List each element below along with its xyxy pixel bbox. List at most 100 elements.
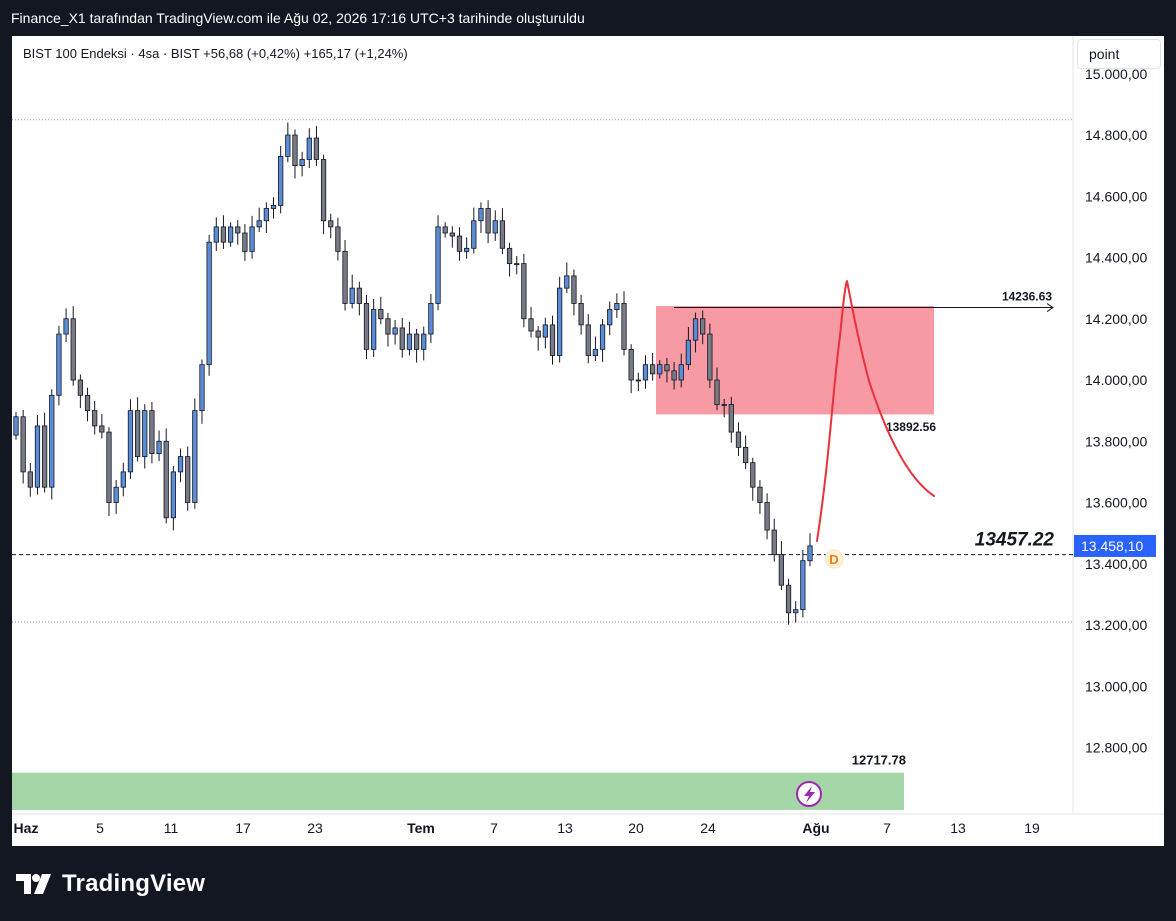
time-tick-label: 20	[628, 820, 644, 836]
candle-down	[149, 410, 155, 454]
candle-down	[578, 303, 584, 326]
time-tick-label: 11	[164, 820, 179, 836]
arrow-head	[1046, 303, 1054, 312]
candle-up	[592, 348, 599, 356]
candle-down	[356, 287, 362, 304]
price-tick-label: 13.200,00	[1085, 617, 1147, 633]
candle-down	[378, 309, 384, 320]
candle-up	[614, 303, 620, 310]
support-label: 12717.78	[852, 753, 906, 768]
price-tick-label: 13.600,00	[1085, 495, 1147, 511]
time-tick-label: 13	[557, 820, 573, 836]
candle-up	[464, 247, 470, 252]
support-zone	[12, 772, 904, 810]
projection-drawing	[816, 280, 935, 542]
candle-up	[278, 156, 284, 206]
price-tick-label: 13.800,00	[1085, 433, 1147, 449]
candle-up	[113, 486, 119, 503]
chart-panel[interactable]: 14236.63 13892.56 12717.78 13457.22 D 12.800…	[12, 36, 1164, 846]
candle-up	[227, 226, 234, 243]
candle-down	[728, 404, 734, 433]
tradingview-logo-icon	[16, 874, 51, 894]
candle-up	[514, 263, 520, 266]
candle-up	[471, 220, 477, 249]
candle-down	[707, 333, 713, 381]
candle-down	[743, 446, 749, 464]
price-tick-label: 13.000,00	[1085, 678, 1147, 694]
candle-down	[363, 303, 370, 350]
time-tick-label: 13	[950, 820, 966, 836]
candle-down	[185, 456, 191, 503]
candle-down	[163, 440, 169, 519]
candle-down	[757, 486, 763, 503]
candle-down	[413, 333, 420, 350]
time-tick-label: 7	[883, 820, 891, 836]
candle-down	[750, 462, 756, 488]
candle-down	[785, 584, 792, 614]
candle-down	[99, 425, 105, 433]
candle-up	[299, 159, 305, 167]
candle-down	[292, 134, 298, 167]
candle-down	[442, 226, 448, 234]
candle-down	[499, 220, 506, 249]
time-tick-label: Haz	[14, 820, 39, 836]
candle-up	[685, 339, 692, 366]
candle-down	[449, 232, 455, 237]
price-tick-label: 14.200,00	[1085, 311, 1147, 327]
candle-down	[134, 410, 141, 457]
candle-down	[664, 364, 670, 372]
candle-down	[106, 431, 112, 503]
candle-up	[642, 364, 649, 381]
scale-mode-button[interactable]: point	[1077, 39, 1161, 69]
current-price-annotation: 13457.22	[975, 530, 1055, 551]
candle-down	[342, 250, 348, 304]
candle-up	[635, 379, 641, 382]
time-tick-label: 7	[490, 820, 498, 836]
candle-down	[313, 137, 320, 160]
time-axis[interactable]: Haz 5 11 17 23 Tem 7 13 20 24 Ağu 7 13 19	[14, 820, 1040, 836]
candle-down	[385, 318, 391, 335]
candle-up	[435, 226, 441, 304]
candle-down	[456, 235, 463, 252]
time-tick-label: 17	[235, 820, 251, 836]
time-tick-label: 19	[1024, 820, 1040, 836]
candle-up	[599, 324, 606, 350]
candle-down	[399, 327, 405, 350]
candle-down	[528, 318, 534, 332]
candle-up	[793, 609, 799, 614]
candle-up	[34, 425, 41, 488]
candle-up	[192, 410, 198, 503]
candle-down	[771, 529, 777, 555]
candle-up	[270, 205, 277, 209]
candle-up	[607, 309, 613, 326]
time-tick-label: 5	[96, 820, 104, 836]
candle-down	[335, 226, 341, 252]
candle-down	[778, 554, 785, 586]
candle-down	[485, 208, 491, 234]
price-tick-label: 15.000,00	[1085, 66, 1147, 82]
candle-down	[764, 502, 770, 531]
candle-up	[557, 287, 563, 356]
price-axis[interactable]: 12.800,00 13.000,00 13.200,00 13.400,00 13.6…	[1074, 66, 1156, 756]
candle-up	[428, 303, 434, 335]
price-tick-label: 12.800,00	[1085, 740, 1147, 756]
candle-down	[535, 330, 541, 338]
candlestick-chart[interactable]: 14236.63 13892.56 12717.78 13457.22 D 12.800…	[12, 36, 1164, 846]
candle-up	[127, 410, 134, 473]
candle-down	[328, 220, 334, 228]
candle-down	[571, 275, 577, 304]
candle-down	[220, 226, 227, 243]
candle-down	[506, 247, 513, 265]
candle-down	[549, 324, 556, 356]
candle-down	[242, 232, 248, 252]
candle-down	[27, 471, 33, 488]
candle-up	[49, 394, 55, 488]
candle-down	[70, 318, 76, 381]
candle-up	[263, 208, 269, 222]
time-tick-label: 23	[307, 820, 323, 836]
price-tick-label: 14.800,00	[1085, 127, 1147, 143]
price-tick-label: 14.000,00	[1085, 372, 1147, 388]
candle-up	[285, 134, 291, 157]
levels-layer	[12, 119, 1073, 623]
tradingview-wordmark: TradingView	[62, 870, 206, 897]
